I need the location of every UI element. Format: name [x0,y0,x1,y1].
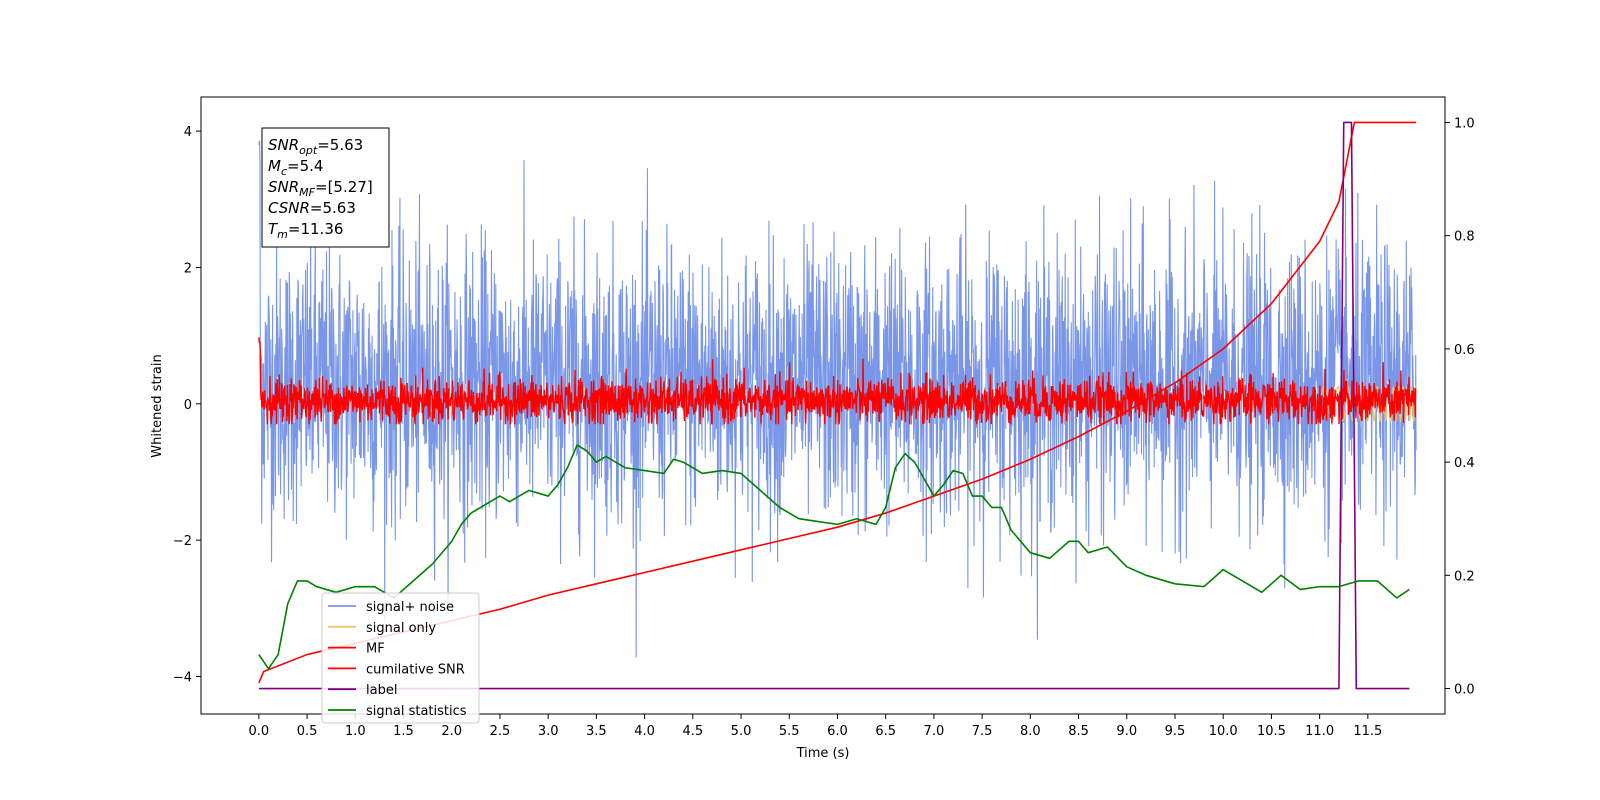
x-tick-label: 2.0 [441,724,462,739]
x-tick-label: 1.0 [345,724,366,739]
x-tick-label: 7.5 [972,724,993,739]
legend-entry: MF [328,642,385,657]
plot-frame [200,96,1446,715]
series-mf [258,337,1417,425]
x-tick-label: 7.0 [924,724,945,739]
y2-tick-label: 0.4 [1454,456,1475,471]
x-tick-label: 9.5 [1165,724,1186,739]
legend: signal+ noise signal only MF cumilative SNR… [321,592,480,724]
x-tick-label: 8.5 [1068,724,1089,739]
legend-label: signal+ noise [366,600,454,615]
x-tick-label: 1.5 [393,724,414,739]
x-tick-label: 11.5 [1353,724,1382,739]
x-tick-label: 2.5 [490,724,511,739]
info-line: Tm=11.36 [268,220,343,241]
x-tick-label: 10.5 [1257,724,1286,739]
legend-label: cumilative SNR [366,662,465,677]
y-tick-label: 0 [184,398,192,413]
info-line: CSNR=5.63 [268,199,356,217]
series-label [258,121,1410,690]
legend-label: MF [366,642,385,657]
x-tick-label: 4.0 [634,724,655,739]
x-tick-label: 3.0 [538,724,559,739]
y2-tick-label: 0.0 [1454,683,1475,698]
info-line: SNRMF=[5.27] [268,178,373,199]
y-tick-label: 4 [184,125,192,140]
legend-entry: signal+ noise [328,600,454,615]
x-tick-label: 6.5 [875,724,896,739]
x-tick-label: 11.0 [1305,724,1334,739]
y-tick-label: −2 [173,534,192,549]
y-axis-label: Whitened strain [150,354,165,457]
legend-label: signal only [366,621,436,636]
x-tick-label: 9.0 [1116,724,1137,739]
x-tick-label: 0.5 [297,724,318,739]
x-tick-label: 3.5 [586,724,607,739]
x-tick-label: 6.0 [827,724,848,739]
y2-tick-label: 1.0 [1454,116,1475,131]
legend-entry: label [328,683,397,698]
y2-tick-label: 0.8 [1454,230,1475,245]
legend-entry: signal statistics [328,704,467,719]
x-axis-label: Time (s) [796,746,850,761]
info-line: SNRopt=5.63 [268,136,363,157]
y2-tick-label: 0.2 [1454,569,1475,584]
legend-label: signal statistics [366,704,467,719]
legend-entry: signal only [328,621,436,636]
y-tick-label: −4 [173,671,192,686]
x-tick-label: 0.0 [249,724,270,739]
y2-tick-label: 0.6 [1454,343,1475,358]
x-tick-label: 8.0 [1020,724,1041,739]
info-line: Mc=5.4 [268,157,323,178]
x-tick-label: 10.0 [1209,724,1238,739]
x-tick-label: 4.5 [682,724,703,739]
x-tick-label: 5.5 [779,724,800,739]
legend-label: label [366,683,397,698]
series-signal-statistics [258,444,1410,670]
series-signal-noise [258,140,1417,658]
legend-entry: cumilative SNR [328,662,465,677]
y-tick-label: 2 [184,261,192,276]
x-tick-label: 5.0 [731,724,752,739]
